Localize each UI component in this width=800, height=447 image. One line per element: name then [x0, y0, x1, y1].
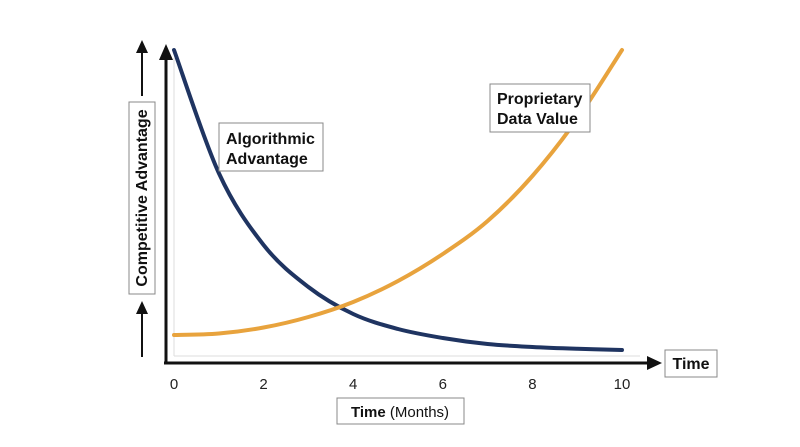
x-tick-label: 8 [528, 376, 536, 393]
x-axis-end-label-box [664, 349, 718, 378]
series-label-proprietary-line1: Proprietary [497, 91, 582, 108]
x-axis-title-box [336, 397, 465, 425]
y-axis-title: Competitive Advantage [134, 109, 151, 286]
y-title-arrowhead-bottom [136, 301, 148, 314]
series-label-proprietary-line2: Data Value [497, 111, 578, 128]
x-axis-end-label: Time [672, 356, 709, 373]
x-axis-title: Time (Months) [351, 404, 449, 421]
y-axis-title-box [128, 101, 156, 295]
series-line-proprietary-data-value [172, 48, 624, 337]
series-label-box-proprietary [489, 83, 591, 133]
series-line-algorithmic-advantage [172, 48, 624, 352]
x-tick-label: 0 [170, 376, 178, 393]
x-axis-title-main: Time [351, 404, 386, 421]
series-label-proprietary: Proprietary Data Value [497, 91, 587, 128]
x-axis-arrowhead [647, 356, 662, 370]
series-label-algorithmic: Algorithmic Advantage [226, 131, 319, 168]
x-tick-label: 6 [439, 376, 447, 393]
x-tick-label: 10 [614, 376, 631, 393]
y-axis-arrowhead [159, 44, 173, 60]
series-layer [172, 48, 624, 352]
x-tick-labels: 0 2 4 6 8 10 [170, 376, 631, 393]
x-axis-title-unit: (Months) [390, 404, 449, 421]
series-label-algorithmic-line2: Advantage [226, 151, 308, 168]
x-tick-label: 2 [259, 376, 267, 393]
series-label-algorithmic-line1: Algorithmic [226, 131, 315, 148]
series-label-box-algorithmic [218, 122, 324, 172]
y-title-arrowhead-top [136, 40, 148, 53]
x-tick-label: 4 [349, 376, 357, 393]
